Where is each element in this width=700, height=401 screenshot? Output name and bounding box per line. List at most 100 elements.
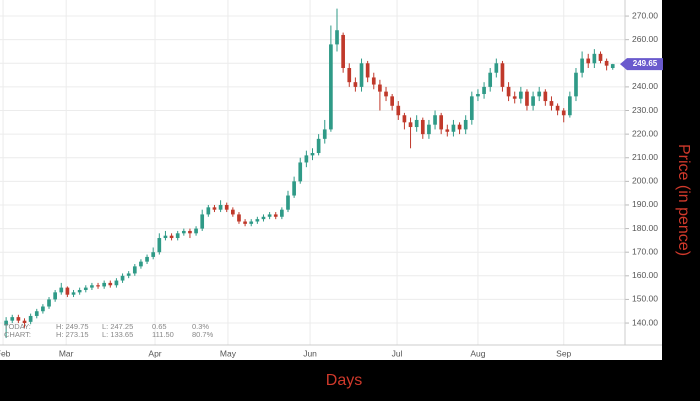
candle-body bbox=[83, 287, 88, 290]
candle-body bbox=[396, 105, 401, 116]
candle-body bbox=[592, 53, 597, 64]
candle-body bbox=[525, 91, 529, 106]
candle-body bbox=[292, 181, 296, 196]
candle-body bbox=[488, 72, 493, 87]
candle-body bbox=[586, 58, 591, 64]
candle-body bbox=[41, 306, 45, 312]
candle-body bbox=[59, 287, 64, 293]
y-tick-label: 160.00 bbox=[632, 270, 658, 280]
y-tick-label: 180.00 bbox=[632, 223, 658, 233]
candle-body bbox=[90, 285, 94, 288]
candle-body bbox=[132, 266, 137, 274]
candle-body bbox=[598, 53, 603, 61]
candle-body bbox=[47, 299, 51, 307]
candle-body bbox=[108, 282, 113, 286]
candle-body bbox=[378, 84, 382, 92]
candle-body bbox=[341, 34, 345, 69]
x-tick-label: Jul bbox=[392, 348, 403, 358]
candle-body bbox=[231, 209, 235, 215]
candle-body bbox=[457, 124, 462, 130]
candle-body bbox=[402, 115, 407, 123]
candle-body bbox=[316, 138, 321, 154]
candle-body bbox=[243, 221, 247, 224]
candle-body bbox=[500, 63, 505, 87]
candle-body bbox=[200, 214, 205, 229]
candle-body bbox=[414, 119, 419, 128]
info-text: H: 249.75 bbox=[56, 322, 89, 331]
candle-body bbox=[476, 93, 480, 97]
candle-body bbox=[518, 91, 523, 99]
x-tick-label: Apr bbox=[148, 348, 161, 358]
y-tick-label: 210.00 bbox=[632, 152, 658, 162]
candle-body bbox=[451, 124, 456, 132]
x-axis-label: Days bbox=[326, 372, 362, 389]
info-text: 80.7% bbox=[192, 330, 214, 339]
candle-body bbox=[506, 86, 511, 97]
candle-body bbox=[212, 207, 217, 210]
candle-body bbox=[273, 214, 278, 217]
candle-body bbox=[224, 204, 229, 210]
candle-body bbox=[555, 105, 560, 111]
candle-body bbox=[359, 63, 364, 87]
candle-body bbox=[218, 204, 223, 210]
candle-body bbox=[568, 96, 572, 116]
candle-body bbox=[549, 101, 554, 106]
candle-body bbox=[365, 63, 370, 78]
candle-body bbox=[10, 317, 15, 321]
candle-body bbox=[427, 124, 431, 135]
candle-body bbox=[114, 280, 119, 286]
y-tick-label: 240.00 bbox=[632, 81, 658, 91]
candle-body bbox=[537, 91, 542, 97]
candle-body bbox=[304, 155, 309, 163]
x-tick-label: May bbox=[220, 348, 237, 358]
y-tick-label: 270.00 bbox=[632, 10, 658, 20]
candle-body bbox=[145, 256, 149, 262]
candle-body bbox=[335, 30, 339, 45]
candle-body bbox=[151, 252, 156, 257]
candle-body bbox=[16, 317, 21, 321]
candle-body bbox=[574, 72, 578, 97]
y-tick-label: 200.00 bbox=[632, 176, 658, 186]
info-text: 0.65 bbox=[152, 322, 167, 331]
candle-body bbox=[543, 91, 548, 102]
candle-body bbox=[181, 230, 186, 234]
candle-body bbox=[580, 58, 584, 73]
info-text: 111.50 bbox=[152, 330, 174, 339]
candle-body bbox=[329, 44, 333, 130]
candle-body bbox=[249, 221, 254, 224]
candle-body bbox=[482, 86, 486, 94]
info-text: CHART: bbox=[4, 330, 31, 339]
candle-body bbox=[28, 315, 33, 322]
info-text: 0.3% bbox=[192, 322, 209, 331]
y-tick-label: 190.00 bbox=[632, 199, 658, 209]
candle-body bbox=[77, 289, 82, 293]
candle-body bbox=[286, 195, 290, 210]
candle-body bbox=[237, 214, 241, 222]
candle-body bbox=[531, 96, 535, 106]
candle-body bbox=[408, 122, 413, 128]
info-text: L: 247.25 bbox=[102, 322, 133, 331]
candle-body bbox=[469, 96, 474, 120]
x-tick-label: Aug bbox=[470, 348, 485, 358]
candle-body bbox=[384, 91, 388, 97]
candle-body bbox=[322, 129, 327, 139]
candle-body bbox=[261, 216, 266, 220]
candle-body bbox=[53, 292, 57, 300]
candle-body bbox=[445, 129, 450, 132]
candle-body bbox=[439, 115, 444, 130]
candle-body bbox=[206, 207, 211, 215]
y-tick-label: 140.00 bbox=[632, 317, 658, 327]
candle-body bbox=[433, 115, 437, 125]
candle-body bbox=[22, 320, 27, 324]
candle-body bbox=[96, 285, 100, 287]
candle-body bbox=[65, 287, 70, 295]
candle-body bbox=[280, 209, 284, 217]
info-text: H: 273.15 bbox=[56, 330, 89, 339]
y-tick-label: 150.00 bbox=[632, 294, 658, 304]
candle-body bbox=[120, 275, 125, 281]
last-price-label: 249.65 bbox=[633, 59, 658, 68]
candle-body bbox=[347, 68, 352, 83]
candle-body bbox=[139, 261, 143, 267]
